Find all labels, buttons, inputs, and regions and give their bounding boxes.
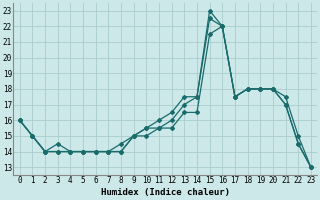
X-axis label: Humidex (Indice chaleur): Humidex (Indice chaleur): [101, 188, 230, 197]
